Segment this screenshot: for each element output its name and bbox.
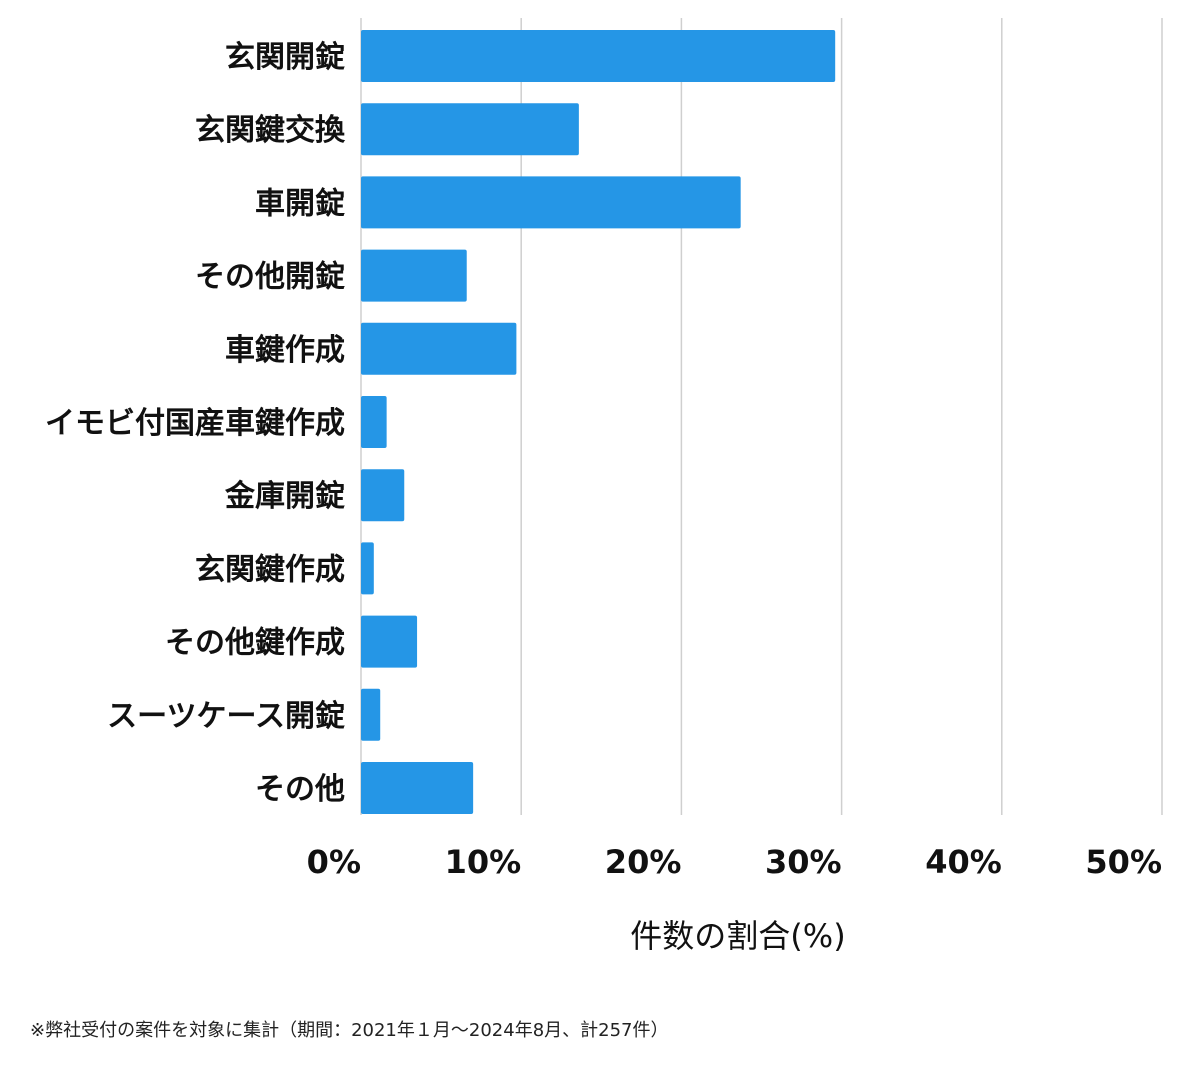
bar (361, 322, 517, 375)
x-tick-labels: 0% 10% 20% 30% 40% 50% (307, 843, 1162, 881)
x-tick-label: 20% (605, 843, 682, 881)
bar (361, 542, 374, 595)
bar-chart: 玄関開錠玄関鍵交換車開錠その他開錠車鍵作成イモビ付国産車鍵作成金庫開錠玄関鍵作成… (45, 18, 1163, 955)
x-tick-label: 30% (765, 843, 842, 881)
category-label: スーツケース開錠 (107, 699, 345, 734)
category-label: その他鍵作成 (165, 626, 345, 661)
bar (361, 688, 381, 741)
bar (361, 176, 741, 229)
footnote: ※弊社受付の案件を対象に集計（期間：2021年１月〜2024年8月、計257件） (30, 1020, 669, 1041)
x-tick-label: 0% (307, 843, 361, 881)
x-axis-title: 件数の割合(%) (630, 917, 845, 955)
category-label: その他 (255, 772, 345, 807)
bar (361, 103, 579, 156)
bars (361, 30, 836, 814)
category-label: 車鍵作成 (225, 333, 345, 368)
bar (361, 615, 418, 668)
bar (361, 249, 467, 302)
x-tick-label: 10% (445, 843, 522, 881)
x-tick-label: 40% (925, 843, 1002, 881)
bar (361, 396, 387, 448)
x-tick-label: 50% (1085, 843, 1162, 881)
category-label: 車開錠 (255, 186, 345, 221)
category-label: 玄関鍵作成 (195, 552, 345, 587)
category-label: 玄関鍵交換 (195, 113, 346, 148)
bar (361, 469, 405, 522)
category-label: その他開錠 (195, 260, 345, 295)
bar (361, 30, 836, 82)
category-labels: 玄関開錠玄関鍵交換車開錠その他開錠車鍵作成イモビ付国産車鍵作成金庫開錠玄関鍵作成… (45, 40, 346, 807)
category-label: 玄関開錠 (225, 40, 345, 75)
bar (361, 762, 474, 814)
category-label: イモビ付国産車鍵作成 (45, 406, 345, 441)
category-label: 金庫開錠 (224, 479, 345, 514)
